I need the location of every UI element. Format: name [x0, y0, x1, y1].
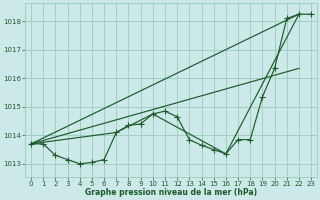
X-axis label: Graphe pression niveau de la mer (hPa): Graphe pression niveau de la mer (hPa) — [85, 188, 257, 197]
